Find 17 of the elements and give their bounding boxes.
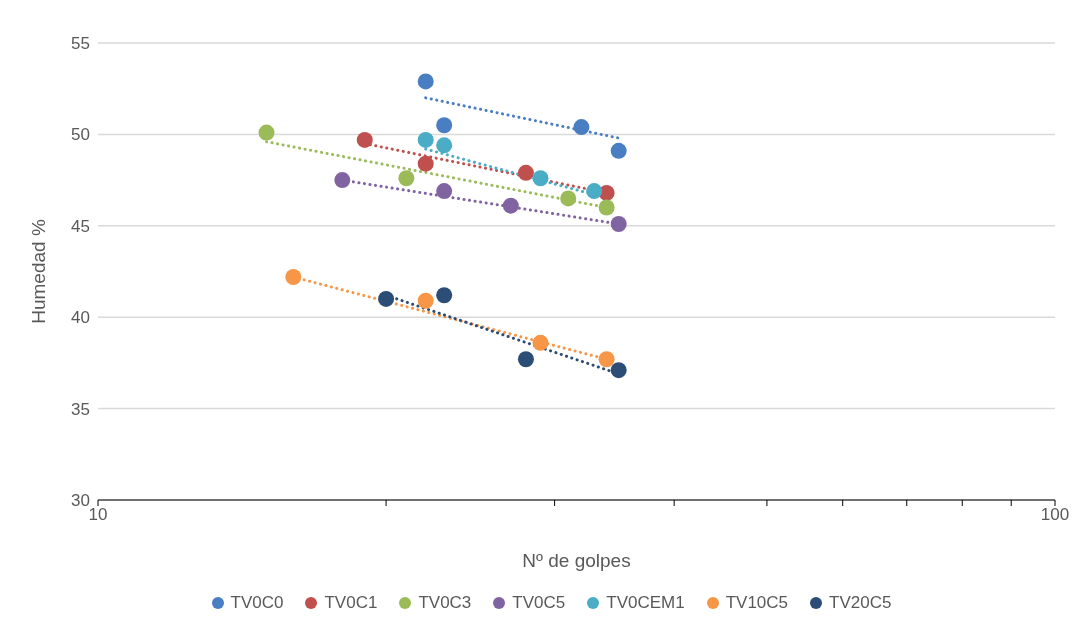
y-tick-label: 55 (71, 34, 90, 54)
y-tick-label: 40 (71, 308, 90, 328)
x-axis-title: Nº de golpes (522, 550, 631, 571)
legend-label: TV10C5 (725, 593, 789, 613)
y-axis-title: Humedad % (27, 219, 49, 324)
y-tick-label: 45 (71, 216, 90, 236)
y-tick-label: 50 (71, 125, 90, 145)
y-tick-label: 30 (71, 491, 90, 511)
y-tick-label: 35 (71, 399, 90, 419)
legend-label: TV0C0 (230, 593, 284, 613)
legend-label: TV0C3 (418, 593, 472, 613)
legend-label: TV0CEM1 (606, 593, 685, 613)
x-tick-label: 100 (1040, 505, 1070, 525)
x-tick-label: 10 (88, 505, 108, 525)
legend-label: TV0C1 (324, 593, 378, 613)
legend-label: TV0C5 (512, 593, 566, 613)
legend-label: TV20C5 (829, 593, 892, 613)
